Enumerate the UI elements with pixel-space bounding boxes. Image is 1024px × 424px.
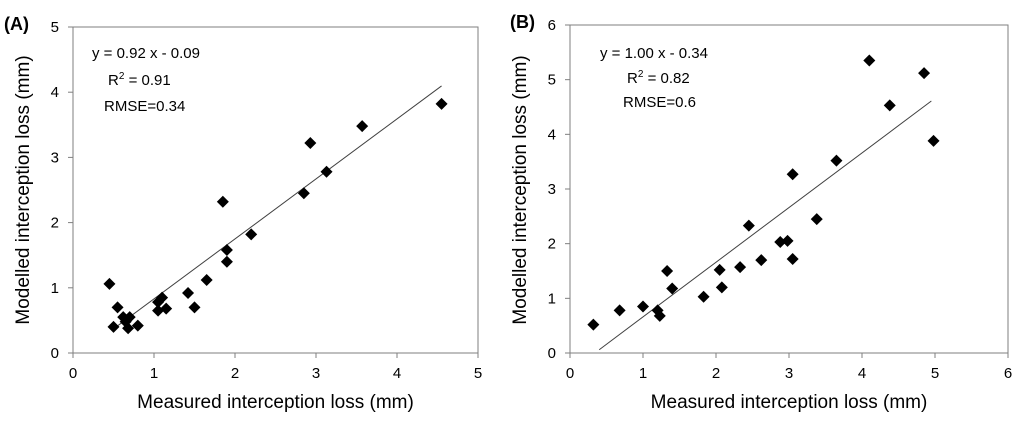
data-point-a	[216, 195, 229, 208]
data-point-a	[182, 287, 195, 300]
data-point-a	[245, 228, 258, 241]
data-point-b	[863, 54, 876, 67]
y-tick-label-a: 1	[51, 280, 59, 297]
data-points-b	[587, 54, 940, 351]
data-point-b	[742, 219, 755, 232]
data-point-a	[107, 320, 120, 333]
y-tick-label-b: 1	[548, 290, 556, 307]
data-point-b	[734, 261, 747, 274]
x-tick-label-b: 4	[858, 365, 866, 382]
data-point-a	[220, 243, 233, 256]
data-point-a	[320, 165, 333, 178]
regression-equation-a: y = 0.92 x - 0.09	[92, 45, 200, 62]
data-point-a	[156, 291, 169, 304]
data-point-b	[697, 290, 710, 303]
data-point-b	[830, 154, 843, 167]
x-tick-label-b: 6	[1004, 365, 1012, 382]
x-tick-label-b: 0	[566, 365, 574, 382]
data-point-b	[613, 304, 626, 317]
y-tick-label-b: 4	[548, 126, 556, 143]
regression-equation-b: y = 1.00 x - 0.34	[600, 45, 708, 62]
data-point-b	[653, 309, 666, 322]
data-point-a	[152, 304, 165, 317]
axis-ticks-a: 0 1 2 3 4 5 0 1 2 3 4 5	[51, 19, 483, 382]
y-axis-title-b: Modelled interception loss (mm)	[510, 55, 531, 324]
x-tick-label-b: 1	[639, 365, 647, 382]
panel-label-b: (B)	[510, 12, 535, 32]
y-axis-title-a: Modelled interception loss (mm)	[13, 55, 34, 324]
data-point-b	[637, 300, 649, 313]
x-tick-label-a: 3	[312, 365, 320, 382]
panel-label-a: (A)	[4, 14, 29, 34]
data-point-b	[587, 318, 600, 331]
y-tick-label-b: 2	[548, 236, 556, 253]
x-tick-label-a: 4	[393, 365, 401, 382]
data-point-b	[883, 99, 896, 112]
x-tick-label-a: 0	[69, 365, 77, 382]
x-tick-label-a: 1	[150, 365, 158, 382]
x-tick-label-b: 3	[785, 365, 793, 382]
data-point-b	[927, 134, 940, 147]
x-axis-title-b: Measured interception loss (mm)	[651, 392, 928, 413]
x-tick-label-a: 5	[474, 365, 482, 382]
data-point-a	[123, 311, 136, 324]
data-point-b	[755, 254, 768, 267]
plot-area-a	[72, 26, 479, 354]
y-tick-label-a: 5	[51, 19, 59, 36]
x-axis-title-a: Measured interception loss (mm)	[137, 392, 414, 413]
data-point-a	[131, 319, 144, 332]
chart-panel-a: (A) 0 1 2 3 4 5 0 1 2 3 4 5 y = 0.92 x - 0.09 R2 = …	[4, 14, 482, 413]
data-point-a	[435, 97, 448, 110]
y-tick-label-b: 6	[548, 17, 556, 34]
data-point-b	[713, 263, 726, 276]
data-point-a	[200, 273, 213, 286]
data-point-a	[103, 277, 116, 290]
axis-ticks-b: 0 1 2 3 4 5 6 0 1 2 3 4 5 6	[548, 17, 1013, 382]
data-point-a	[160, 302, 173, 315]
x-tick-label-b: 2	[712, 365, 720, 382]
x-tick-label-a: 2	[231, 365, 239, 382]
trendline-b	[598, 100, 932, 351]
data-point-b	[715, 281, 728, 294]
chart-panel-b: (B) 0 1 2 3 4 5 6 0 1 2 3 4 5 6 y = 1.00 x - 0.34 R2 …	[510, 12, 1012, 413]
data-point-a	[111, 301, 124, 314]
rmse-a: RMSE=0.34	[104, 98, 185, 115]
data-point-b	[786, 168, 799, 181]
y-tick-label-b: 5	[548, 72, 556, 89]
data-point-a	[297, 187, 310, 200]
data-point-b	[661, 265, 674, 277]
data-point-b	[781, 234, 794, 247]
r-squared-b: R2 = 0.82	[627, 69, 690, 87]
data-point-a	[304, 137, 317, 150]
y-tick-label-b: 0	[548, 345, 556, 362]
x-tick-label-b: 5	[931, 365, 939, 382]
y-tick-label-a: 4	[51, 84, 59, 101]
data-points-a	[103, 85, 448, 335]
data-point-b	[918, 67, 931, 80]
data-point-a	[122, 322, 135, 335]
data-point-a	[188, 301, 201, 314]
y-tick-label-a: 2	[51, 215, 59, 232]
data-point-b	[666, 282, 679, 295]
data-point-b	[810, 213, 823, 226]
y-tick-label-a: 0	[51, 345, 59, 362]
trendline-a	[111, 85, 442, 331]
y-tick-label-b: 3	[548, 181, 556, 198]
data-point-a	[356, 120, 369, 133]
data-point-b	[786, 252, 799, 265]
y-tick-label-a: 3	[51, 149, 59, 166]
rmse-b: RMSE=0.6	[623, 94, 696, 111]
r-squared-a: R2 = 0.91	[108, 71, 171, 89]
data-point-a	[220, 255, 233, 268]
data-point-b	[774, 236, 787, 249]
